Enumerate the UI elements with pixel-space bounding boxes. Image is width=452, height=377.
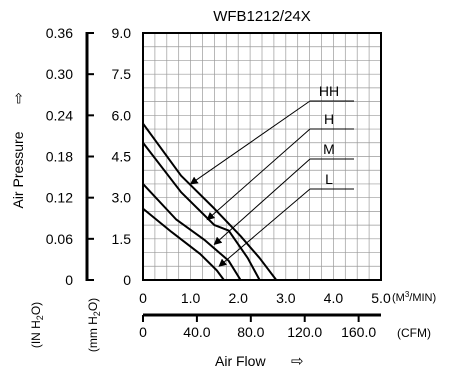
series-line-hh [142, 122, 278, 281]
x-primary-unit: (M3/MIN) [392, 290, 436, 304]
x-primary-ticks: 0 1.0 2.0 3.0 4.0 5.0 [139, 290, 391, 306]
y-secondary-tick-label: 0.24 [46, 107, 73, 123]
y-axis-arrow-icon: ⇨ [10, 92, 26, 104]
y-secondary-tick-label: 0.30 [46, 66, 73, 82]
leader-arrow-l [218, 188, 311, 267]
x-axis-label: Air Flow [215, 353, 266, 369]
x-secondary-tick-label: 40.0 [183, 324, 210, 340]
x-secondary-tick-label: 160.0 [341, 324, 376, 340]
y-primary-tick-label: 7.5 [112, 66, 132, 82]
series-label-h: H [324, 111, 334, 127]
y-primary-tick-label: 3.0 [112, 190, 132, 206]
y-primary-unit: (mm H2O) [86, 298, 102, 352]
y-primary-tick-label: 4.5 [112, 149, 132, 165]
y-primary-tick-label: 6.0 [112, 107, 132, 123]
x-axis-arrow-icon: ⇨ [291, 353, 304, 370]
x-primary-tick-label: 4.0 [324, 290, 344, 306]
leader-arrow-h [206, 128, 311, 221]
grid [143, 33, 381, 280]
x-secondary-unit: (CFM) [397, 326, 431, 340]
series-label-m: M [323, 141, 335, 157]
chart-title: WFB1212/24X [213, 8, 311, 25]
series-line-l [142, 207, 225, 281]
x-primary-tick-label: 2.0 [228, 290, 248, 306]
y-primary-tick-label: 1.5 [112, 231, 132, 247]
x-primary-tick-label: 1.0 [181, 290, 201, 306]
leader-arrow-hh [189, 100, 311, 185]
y-axis-label: Air Pressure [10, 131, 26, 208]
series-lines [142, 122, 278, 281]
y-secondary-tick-label: 0.36 [46, 25, 73, 41]
series-label-l: L [325, 171, 333, 187]
plot-frame [142, 32, 382, 281]
x-secondary-ticks: 0 40.0 80.0 120.0 160.0 [139, 315, 376, 340]
x-primary-tick-label: 0 [139, 290, 147, 306]
x-secondary-tick-label: 0 [139, 324, 147, 340]
y-primary-tick-label: 0 [123, 272, 131, 288]
x-secondary-tick-label: 120.0 [287, 324, 322, 340]
series-line-h [142, 141, 261, 281]
y-secondary-ticks: 0 0.06 0.12 0.18 0.24 0.30 0.36 [46, 25, 94, 288]
leader-arrow-m [213, 158, 311, 245]
x-primary-tick-label: 5.0 [371, 290, 391, 306]
y-primary-tick-label: 9.0 [112, 25, 132, 41]
x-primary-tick-label: 3.0 [276, 290, 296, 306]
y-secondary-tick-label: 0.12 [46, 190, 73, 206]
y-secondary-tick-label: 0.06 [46, 231, 73, 247]
series-line-m [142, 182, 242, 281]
y-secondary-tick-label: 0 [65, 272, 73, 288]
y-primary-ticks: 0 1.5 3.0 4.5 6.0 7.5 9.0 [112, 25, 132, 288]
series-label-hh: HH [319, 83, 339, 99]
y-secondary-unit: (IN H2O) [29, 302, 45, 348]
x-secondary-tick-label: 80.0 [237, 324, 264, 340]
y-secondary-tick-label: 0.18 [46, 149, 73, 165]
